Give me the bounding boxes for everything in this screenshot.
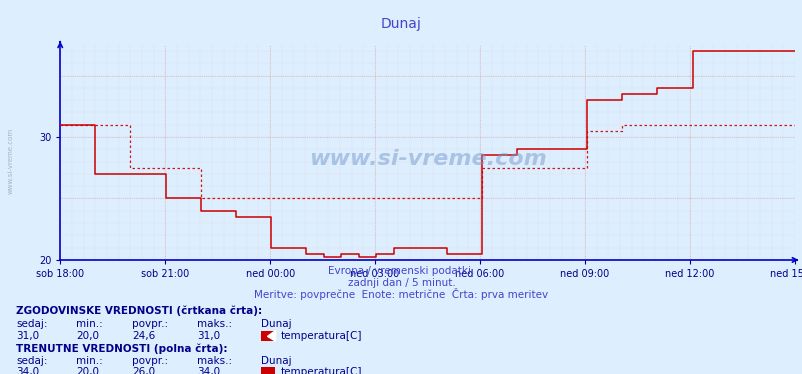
Text: Dunaj: Dunaj	[261, 356, 291, 365]
Text: 34,0: 34,0	[16, 367, 39, 374]
Text: zadnji dan / 5 minut.: zadnji dan / 5 minut.	[347, 278, 455, 288]
Text: sedaj:: sedaj:	[16, 356, 47, 365]
Text: temperatura[C]: temperatura[C]	[280, 331, 361, 341]
Text: min.:: min.:	[76, 356, 103, 365]
Text: maks.:: maks.:	[196, 356, 232, 365]
Text: 26,0: 26,0	[132, 367, 156, 374]
Text: min.:: min.:	[76, 319, 103, 329]
Text: 31,0: 31,0	[16, 331, 39, 341]
Text: povpr.:: povpr.:	[132, 356, 168, 365]
Text: maks.:: maks.:	[196, 319, 232, 329]
Text: ZGODOVINSKE VREDNOSTI (črtkana črta):: ZGODOVINSKE VREDNOSTI (črtkana črta):	[16, 306, 262, 316]
Text: 20,0: 20,0	[76, 367, 99, 374]
Text: 24,6: 24,6	[132, 331, 156, 341]
Polygon shape	[267, 331, 275, 341]
Text: Dunaj: Dunaj	[381, 17, 421, 31]
Text: 34,0: 34,0	[196, 367, 220, 374]
Text: Meritve: povprečne  Enote: metrične  Črta: prva meritev: Meritve: povprečne Enote: metrične Črta:…	[254, 288, 548, 300]
Text: www.si-vreme.com: www.si-vreme.com	[7, 128, 14, 194]
Text: temperatura[C]: temperatura[C]	[280, 367, 361, 374]
Text: Dunaj: Dunaj	[261, 319, 291, 329]
Text: www.si-vreme.com: www.si-vreme.com	[308, 149, 546, 169]
Text: 31,0: 31,0	[196, 331, 220, 341]
Text: sedaj:: sedaj:	[16, 319, 47, 329]
Text: Evropa / vremenski podatki.: Evropa / vremenski podatki.	[328, 266, 474, 276]
Text: 20,0: 20,0	[76, 331, 99, 341]
Text: TRENUTNE VREDNOSTI (polna črta):: TRENUTNE VREDNOSTI (polna črta):	[16, 343, 227, 353]
Text: povpr.:: povpr.:	[132, 319, 168, 329]
